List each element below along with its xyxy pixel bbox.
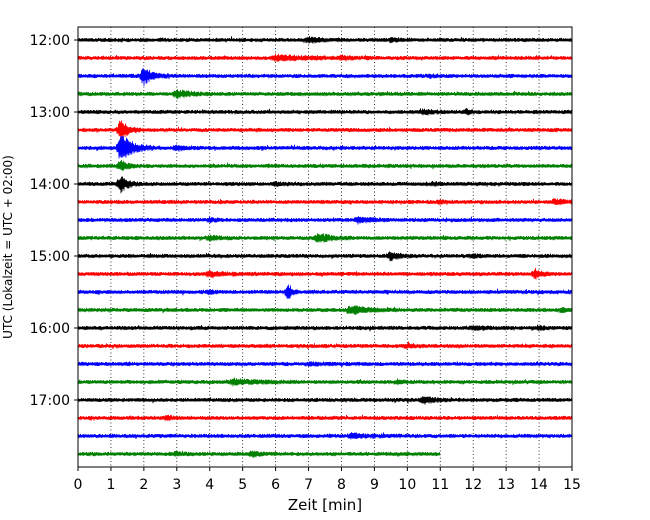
- trace-1415: [77, 198, 573, 206]
- trace-1315: [77, 120, 573, 141]
- trace-1445: [77, 233, 573, 243]
- trace-1600: [77, 324, 573, 332]
- trace-1630: [77, 361, 573, 368]
- x-tick-label: 10: [398, 477, 416, 493]
- trace-1515: [77, 267, 573, 280]
- trace-1230: [77, 68, 573, 86]
- seismic-traces: [77, 36, 573, 458]
- trace-1400: [77, 176, 573, 194]
- x-tick-label: 2: [139, 477, 148, 493]
- trace-1745: [77, 450, 441, 458]
- trace-1430: [77, 216, 573, 225]
- x-tick-label: 9: [370, 477, 379, 493]
- trace-1730: [77, 432, 573, 440]
- y-tick-label: 14:00: [30, 177, 70, 193]
- x-tick-label: 13: [497, 477, 515, 493]
- x-tick-label: 5: [238, 477, 247, 493]
- x-tick-label: 14: [530, 477, 548, 493]
- y-tick-label: 17:00: [30, 393, 70, 409]
- trace-1715: [77, 414, 573, 421]
- x-axis: 0 1 2 3 4 5 6 7 8 9 10 11 12 13 14 15: [74, 467, 581, 493]
- x-tick-label: 15: [563, 477, 581, 493]
- trace-1300: [77, 108, 573, 116]
- y-axis-label: UTC (Lokalzeit = UTC + 02:00): [1, 155, 15, 339]
- trace-1245: [77, 89, 573, 99]
- plot-frame: [77, 26, 573, 468]
- x-tick-label: 11: [431, 477, 449, 493]
- x-tick-label: 6: [271, 477, 280, 493]
- trace-1545: [77, 305, 573, 315]
- x-tick-label: 3: [172, 477, 181, 493]
- trace-1700: [77, 396, 573, 405]
- trace-1615: [77, 341, 573, 350]
- trace-1500: [77, 251, 573, 262]
- trace-1645: [77, 377, 573, 387]
- y-tick-label: 13:00: [30, 105, 70, 121]
- trace-1330: [77, 136, 573, 159]
- trace-1345: [77, 159, 573, 172]
- trace-1200: [77, 36, 573, 44]
- x-axis-label: Zeit [min]: [288, 496, 362, 514]
- y-axis: 12:00 13:00 14:00 15:00 16:00 17:00: [30, 33, 78, 409]
- y-tick-label: 15:00: [30, 249, 70, 265]
- trace-1215: [77, 53, 573, 62]
- trace-1530: [77, 284, 573, 300]
- y-tick-label: 12:00: [30, 33, 70, 49]
- x-tick-label: 7: [304, 477, 313, 493]
- x-tick-label: 0: [74, 477, 83, 493]
- x-tick-label: 1: [106, 477, 115, 493]
- x-tick-label: 4: [205, 477, 214, 493]
- x-tick-label: 8: [337, 477, 346, 493]
- x-tick-label: 12: [464, 477, 482, 493]
- y-tick-label: 16:00: [30, 321, 70, 337]
